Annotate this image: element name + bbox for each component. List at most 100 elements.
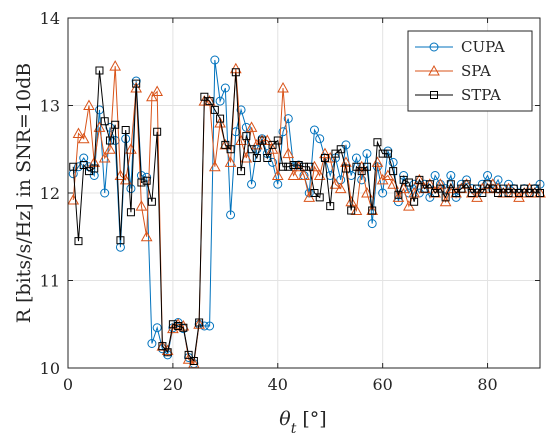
data-point-spa	[151, 85, 164, 96]
data-point-cupa	[357, 175, 367, 185]
legend-label-cupa: CUPA	[461, 38, 505, 56]
data-point-stpa	[305, 162, 314, 171]
data-point-cupa	[362, 149, 372, 159]
data-point-spa	[308, 160, 321, 172]
data-point-stpa	[394, 190, 403, 199]
data-point-stpa	[231, 68, 240, 77]
data-point-spa	[277, 81, 289, 93]
data-point-stpa	[404, 178, 413, 187]
data-point-stpa	[168, 320, 177, 329]
data-point-stpa	[163, 348, 172, 357]
data-point-spa	[340, 156, 352, 167]
data-point-stpa	[147, 197, 156, 206]
data-point-stpa	[263, 154, 272, 162]
data-point-spa	[224, 156, 237, 167]
data-point-spa	[146, 90, 158, 102]
data-point-stpa	[431, 189, 440, 197]
series-layer	[67, 55, 546, 369]
data-point-stpa	[100, 117, 109, 126]
data-point-stpa	[446, 180, 455, 189]
data-point-spa	[135, 200, 148, 211]
legend-entry-cupa: CUPA	[415, 38, 505, 56]
data-point-spa	[72, 127, 85, 138]
data-point-stpa	[273, 136, 282, 145]
data-point-cupa	[367, 219, 377, 229]
svg-text:θt [°]: θt [°]	[279, 408, 326, 437]
data-point-stpa	[452, 189, 461, 197]
data-point-stpa	[362, 162, 371, 171]
data-point-cupa	[430, 171, 440, 180]
series-line-cupa	[72, 59, 541, 365]
x-tick-label: 60	[372, 375, 392, 394]
data-point-stpa	[425, 180, 434, 189]
data-point-cupa	[73, 162, 83, 172]
data-point-spa	[287, 169, 300, 180]
data-point-stpa	[179, 323, 188, 332]
axis-ticks: 0 20 40 60 80 10 11 12 13 14	[40, 9, 540, 394]
legend-marker-cupa	[429, 42, 439, 52]
data-point-stpa	[347, 206, 356, 215]
y-axis-label-text: R [bits/s/Hz] in SNR=10dB	[13, 63, 35, 324]
data-point-stpa	[410, 197, 419, 206]
data-point-stpa	[478, 189, 487, 197]
data-point-stpa	[90, 164, 99, 173]
data-point-cupa	[268, 157, 278, 167]
legend-marker-spa	[428, 64, 440, 76]
data-point-stpa	[373, 138, 382, 147]
data-point-spa	[104, 143, 116, 154]
data-point-cupa	[309, 125, 319, 135]
data-point-stpa	[195, 318, 204, 327]
data-point-stpa	[457, 184, 466, 193]
data-point-stpa	[184, 350, 193, 359]
y-tick-label: 12	[40, 184, 60, 203]
data-point-stpa	[509, 184, 518, 193]
data-point-stpa	[320, 154, 329, 162]
data-point-spa	[140, 230, 153, 242]
data-point-stpa	[121, 126, 130, 134]
data-point-spa	[345, 195, 358, 207]
data-point-stpa	[525, 189, 534, 197]
x-tick-label: 0	[63, 375, 73, 394]
legend: CUPA SPA STPA	[407, 30, 533, 112]
data-point-stpa	[226, 145, 235, 154]
data-point-stpa	[111, 120, 120, 129]
data-point-spa	[334, 182, 347, 194]
data-point-cupa	[152, 323, 162, 333]
data-point-stpa	[389, 167, 398, 176]
data-point-stpa	[284, 162, 293, 171]
data-point-cupa	[378, 188, 388, 198]
data-point-cupa	[147, 339, 157, 348]
data-point-stpa	[200, 92, 209, 101]
data-point-stpa	[142, 176, 151, 185]
x-axis-label-subscript: t	[291, 421, 297, 437]
x-axis-label-symbol: θ	[279, 408, 291, 430]
y-axis-label: R [bits/s/Hz] in SNR=10dB	[13, 63, 35, 324]
data-point-spa	[350, 204, 363, 215]
data-point-stpa	[174, 322, 183, 330]
data-point-stpa	[210, 105, 219, 114]
data-point-stpa	[126, 208, 135, 217]
data-point-spa	[392, 191, 405, 202]
data-point-stpa	[137, 178, 146, 187]
data-point-stpa	[378, 149, 387, 158]
data-point-stpa	[462, 180, 471, 189]
data-point-stpa	[488, 184, 497, 193]
data-point-stpa	[499, 184, 508, 193]
data-point-cupa	[205, 321, 215, 331]
data-point-stpa	[530, 184, 539, 193]
data-point-cupa	[215, 96, 225, 106]
data-point-stpa	[520, 184, 529, 193]
x-tick-label: 40	[268, 375, 288, 394]
data-point-stpa	[352, 162, 361, 171]
data-point-stpa	[69, 162, 78, 171]
data-point-spa	[98, 151, 111, 163]
data-point-stpa	[242, 132, 251, 141]
data-point-stpa	[504, 189, 513, 197]
data-point-cupa	[278, 127, 288, 137]
data-point-cupa	[483, 171, 493, 180]
legend-marker-stpa	[430, 91, 438, 99]
data-point-cupa	[315, 134, 325, 144]
data-point-cupa	[283, 114, 293, 124]
data-point-cupa	[351, 153, 361, 163]
